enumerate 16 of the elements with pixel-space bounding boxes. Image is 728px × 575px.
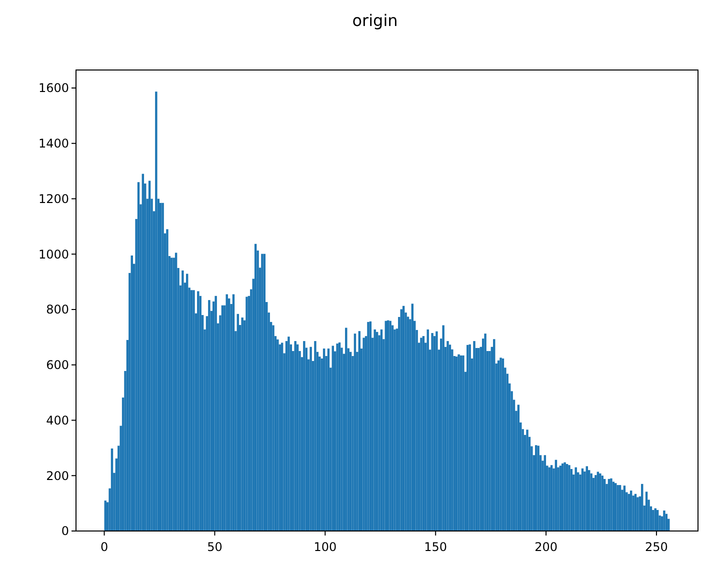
- y-tick-label: 1400: [38, 136, 69, 151]
- y-tick-label: 1600: [38, 81, 69, 96]
- x-tick-label: 250: [645, 540, 668, 554]
- y-tick-label: 400: [46, 413, 69, 428]
- y-tick-label: 0: [61, 524, 69, 538]
- chart-title: origin: [352, 11, 398, 30]
- y-tick-label: 1200: [38, 192, 69, 206]
- y-tick-label: 1000: [38, 247, 69, 262]
- x-tick-label: 200: [534, 540, 558, 554]
- x-tick-label: 100: [314, 540, 337, 554]
- x-tick-label: 50: [207, 540, 222, 554]
- x-tick-label: 0: [100, 540, 108, 554]
- y-tick-label: 600: [46, 358, 69, 372]
- y-tick-label: 800: [46, 302, 69, 317]
- x-tick-label: 150: [424, 540, 448, 554]
- y-tick-label: 200: [46, 468, 69, 483]
